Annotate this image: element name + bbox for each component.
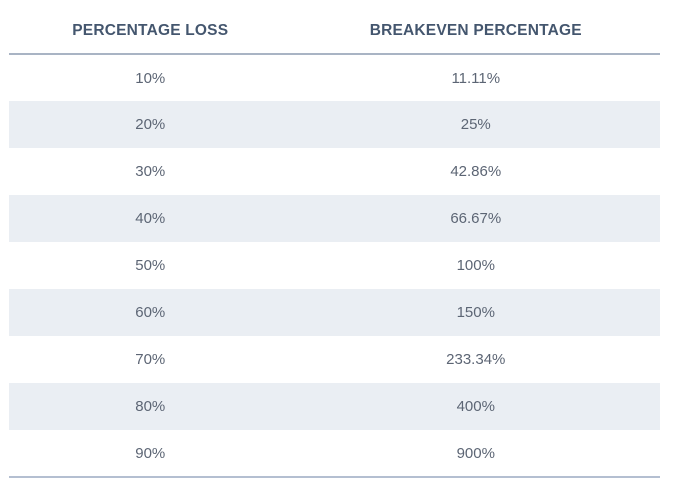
cell-breakeven-percentage: 150%	[456, 304, 495, 321]
cell-breakeven-percentage: 400%	[456, 398, 495, 415]
table-row: 50% 100%	[9, 242, 660, 289]
cell-percentage-loss: 70%	[135, 351, 166, 368]
cell-percentage-loss: 90%	[9, 430, 292, 478]
cell-breakeven-percentage: 25%	[460, 116, 491, 133]
cell-breakeven-percentage: 42.86%	[450, 163, 502, 180]
table-header-row: PERCENTAGE LOSS BREAKEVEN PERCENTAGE	[9, 0, 660, 55]
col-header-percentage-loss: PERCENTAGE LOSS	[9, 0, 292, 55]
cell-percentage-loss: 60%	[135, 304, 166, 321]
cell-percentage-loss: 40%	[135, 210, 166, 227]
table-row: 20% 25%	[9, 101, 660, 148]
table-body: 10% 11.11% 20% 25% 30% 42.86% 40% 66.67% 50% 100%…	[9, 54, 660, 478]
table-header: PERCENTAGE LOSS BREAKEVEN PERCENTAGE	[9, 0, 660, 55]
cell-percentage-loss: 30%	[135, 163, 166, 180]
table-row: 30% 42.86%	[9, 148, 660, 195]
cell-breakeven-percentage: 66.67%	[450, 210, 502, 227]
breakeven-table: PERCENTAGE LOSS BREAKEVEN PERCENTAGE 10%…	[9, 0, 660, 478]
cell-percentage-loss: 20%	[135, 116, 166, 133]
cell-percentage-loss: 80%	[135, 398, 166, 415]
table-row: 70% 233.34%	[9, 336, 660, 383]
cell-breakeven-percentage: 11.11%	[451, 69, 501, 87]
breakeven-table-container: PERCENTAGE LOSS BREAKEVEN PERCENTAGE 10%…	[9, 0, 660, 478]
table-row: 60% 150%	[9, 289, 660, 336]
col-header-breakeven-percentage: BREAKEVEN PERCENTAGE	[291, 0, 660, 55]
cell-percentage-loss: 50%	[135, 257, 166, 274]
table-row: 40% 66.67%	[9, 195, 660, 242]
table-row: 80% 400%	[9, 383, 660, 430]
cell-breakeven-percentage: 233.34%	[446, 351, 506, 368]
cell-percentage-loss: 10%	[135, 69, 166, 87]
table-row: 90% 900%	[9, 430, 660, 478]
cell-breakeven-percentage: 900%	[291, 430, 660, 478]
table-row: 10% 11.11%	[9, 54, 660, 101]
cell-breakeven-percentage: 100%	[456, 257, 495, 274]
